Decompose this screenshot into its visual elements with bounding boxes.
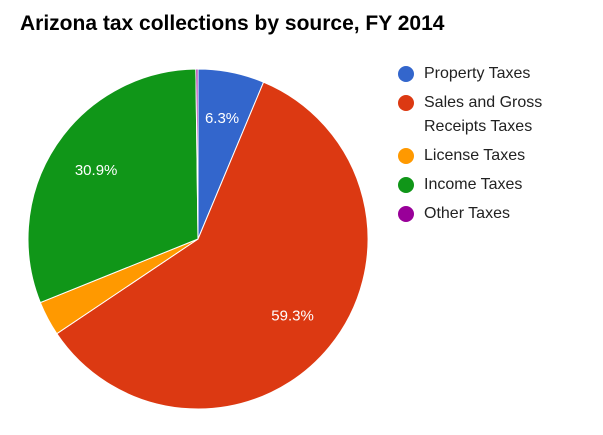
legend-color-dot — [398, 95, 414, 111]
legend-color-dot — [398, 148, 414, 164]
legend-color-dot — [398, 66, 414, 82]
pie-slice-sales-and-gross-receipts-taxes[interactable] — [56, 81, 369, 410]
legend-label: Other Taxes — [424, 205, 510, 222]
legend-item-property-taxes[interactable]: Property Taxes — [398, 64, 574, 86]
pie-slice-income-taxes[interactable] — [27, 68, 199, 304]
pie-slice-other-taxes[interactable] — [195, 68, 199, 240]
legend-color-dot — [398, 206, 414, 222]
legend-item-income-taxes[interactable]: Income Taxes — [398, 175, 574, 197]
legend-label: Property Taxes — [424, 65, 531, 82]
legend-item-license-taxes[interactable]: License Taxes — [398, 146, 574, 168]
legend-color-dot — [398, 177, 414, 193]
slice-label-income-taxes: 30.9% — [75, 162, 118, 179]
legend-label: License Taxes — [424, 147, 526, 164]
slice-label-property-taxes: 6.3% — [205, 110, 239, 127]
legend-item-sales-and-gross-receipts-taxes[interactable]: Sales and Gross Receipts Taxes — [398, 93, 574, 139]
slice-label-sales-and-gross-receipts-taxes: 59.3% — [271, 308, 314, 325]
legend-item-other-taxes[interactable]: Other Taxes — [398, 204, 574, 226]
pie-slices — [27, 68, 369, 410]
pie-slice-labels: 6.3% 59.3% 30.9% — [75, 110, 314, 325]
chart-title: Arizona tax collections by source, FY 20… — [20, 12, 445, 35]
legend-label: Sales and Gross Receipts Taxes — [424, 94, 543, 135]
legend-label: Income Taxes — [424, 176, 523, 193]
